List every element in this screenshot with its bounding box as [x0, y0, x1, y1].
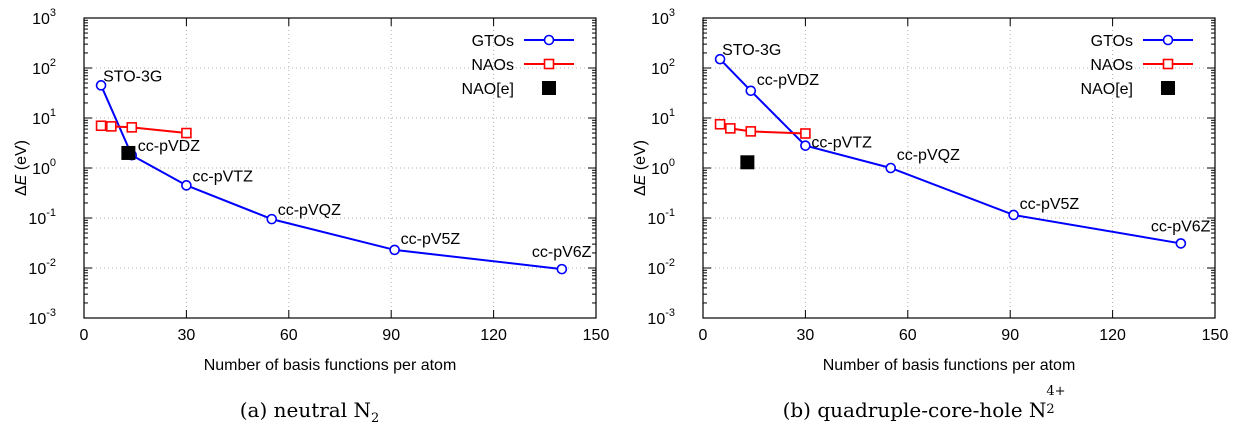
y-tick-label: 102 — [32, 57, 56, 78]
series-line — [100, 84, 562, 271]
series-nao-e- — [740, 155, 755, 170]
data-point — [95, 80, 107, 91]
data-point — [714, 118, 726, 130]
legend-marker — [543, 58, 555, 70]
data-label: cc-pVTZ — [811, 135, 872, 152]
x-tick-label: 120 — [480, 327, 507, 344]
x-tick-label: 150 — [583, 327, 610, 344]
y-tick-label: 10-1 — [28, 207, 56, 228]
y-tick-label: 10-1 — [647, 207, 675, 228]
data-point — [800, 128, 811, 139]
caption-b: (b) quadruple-core-hole N 4+ 2 — [619, 384, 1238, 422]
data-label: cc-pV5Z — [1020, 196, 1080, 213]
legend-marker — [542, 81, 556, 95]
caption-a-sub: 2 — [370, 411, 380, 426]
data-point — [266, 213, 278, 225]
data-point — [126, 122, 138, 133]
caption-b-sub: 2 — [1046, 402, 1055, 417]
data-point — [389, 244, 400, 256]
data-point — [800, 140, 811, 151]
data-label: cc-pVTZ — [192, 168, 253, 185]
legend-label: NAOs — [1090, 57, 1133, 74]
legend-marker — [1161, 81, 1175, 95]
chart-svg-a: 0 30 60 90 120 150 10-3 10-2 10-1 100 101 102 103 Num… — [13, 7, 610, 374]
y-axis-label: ΔE (eV) — [632, 140, 649, 196]
legend-marker — [1162, 34, 1174, 46]
x-tick-label: 30 — [797, 327, 815, 344]
grid — [703, 18, 1215, 318]
x-axis-label: Number of basis functions per atom — [823, 357, 1076, 374]
legend: GTOs NAOs NAO[e] — [462, 33, 574, 98]
x-tick-label: 150 — [1202, 327, 1229, 344]
y-tick-label: 10-2 — [28, 257, 56, 278]
series-gtos — [95, 80, 568, 275]
data-label: STO-3G — [103, 68, 162, 85]
data-point — [740, 155, 755, 170]
legend-label: NAO[e] — [1081, 81, 1133, 98]
chart-panel-b: 0 30 60 90 120 150 10-3 10-2 10-1 100 101 102 103 Num… — [619, 0, 1238, 440]
data-point — [556, 263, 568, 275]
data-point — [745, 126, 757, 137]
data-label: cc-pVDZ — [757, 72, 819, 89]
legend-label: NAOs — [471, 57, 514, 74]
grid — [84, 18, 596, 318]
data-point — [1008, 209, 1019, 221]
x-tick-label: 120 — [1099, 327, 1126, 344]
series-nao-e- — [121, 145, 136, 160]
data-point — [745, 85, 757, 97]
data-point — [181, 180, 192, 191]
legend-marker — [543, 34, 555, 46]
series-line — [719, 58, 1182, 245]
y-tick-label: 102 — [651, 57, 675, 78]
caption-a-text: (a) neutral N — [239, 398, 371, 422]
data-point — [106, 121, 117, 132]
y-tick-label: 10-3 — [28, 307, 56, 328]
data-label: cc-pVDZ — [138, 138, 200, 155]
data-label: cc-pVQZ — [278, 202, 341, 219]
chart-panel-a: 0 30 60 90 120 150 10-3 10-2 10-1 100 101 102 103 Num… — [0, 7, 619, 426]
data-point — [885, 162, 897, 174]
data-point — [95, 120, 107, 132]
series-naos — [714, 118, 811, 139]
x-tick-label: 90 — [382, 327, 400, 344]
y-tick-label: 101 — [651, 107, 675, 128]
x-axis-label: Number of basis functions per atom — [204, 357, 457, 374]
y-tick-label: 101 — [32, 107, 56, 128]
data-point — [1175, 238, 1187, 249]
data-label: cc-pV5Z — [401, 231, 461, 248]
y-tick-label: 100 — [651, 157, 675, 178]
data-point — [181, 127, 192, 139]
data-label: STO-3G — [722, 42, 781, 59]
caption-a: (a) neutral N2 — [0, 398, 619, 426]
caption-b-text: (b) quadruple-core-hole N — [782, 398, 1047, 422]
series-naos — [95, 120, 192, 139]
caption-b-sup: 4+ — [1046, 384, 1066, 399]
y-axis-label: ΔE (eV) — [13, 140, 30, 196]
y-tick-label: 100 — [32, 157, 56, 178]
x-tick-label: 0 — [80, 327, 89, 344]
x-tick-label: 30 — [178, 327, 196, 344]
legend-label: GTOs — [1091, 33, 1133, 50]
data-label: cc-pVQZ — [897, 147, 960, 164]
x-tick-label: 0 — [699, 327, 708, 344]
data-label: cc-pV6Z — [1151, 218, 1211, 235]
y-tick-label: 103 — [32, 7, 56, 28]
y-tick-label: 10-3 — [647, 307, 675, 328]
data-point — [121, 145, 136, 160]
x-tick-label: 90 — [1001, 327, 1019, 344]
x-tick-label: 60 — [280, 327, 298, 344]
x-tick-label: 60 — [899, 327, 917, 344]
chart-svg-b: 0 30 60 90 120 150 10-3 10-2 10-1 100 101 102 103 Num… — [632, 7, 1229, 374]
data-point — [714, 53, 726, 65]
y-tick-label: 103 — [651, 7, 675, 28]
y-tick-label: 10-2 — [647, 257, 675, 278]
series-gtos — [714, 53, 1187, 249]
legend-label: NAO[e] — [462, 81, 514, 98]
data-label: cc-pV6Z — [532, 244, 592, 261]
data-point — [725, 123, 736, 134]
legend-marker — [1162, 58, 1174, 70]
legend: GTOs NAOs NAO[e] — [1081, 33, 1193, 98]
legend-label: GTOs — [472, 33, 514, 50]
